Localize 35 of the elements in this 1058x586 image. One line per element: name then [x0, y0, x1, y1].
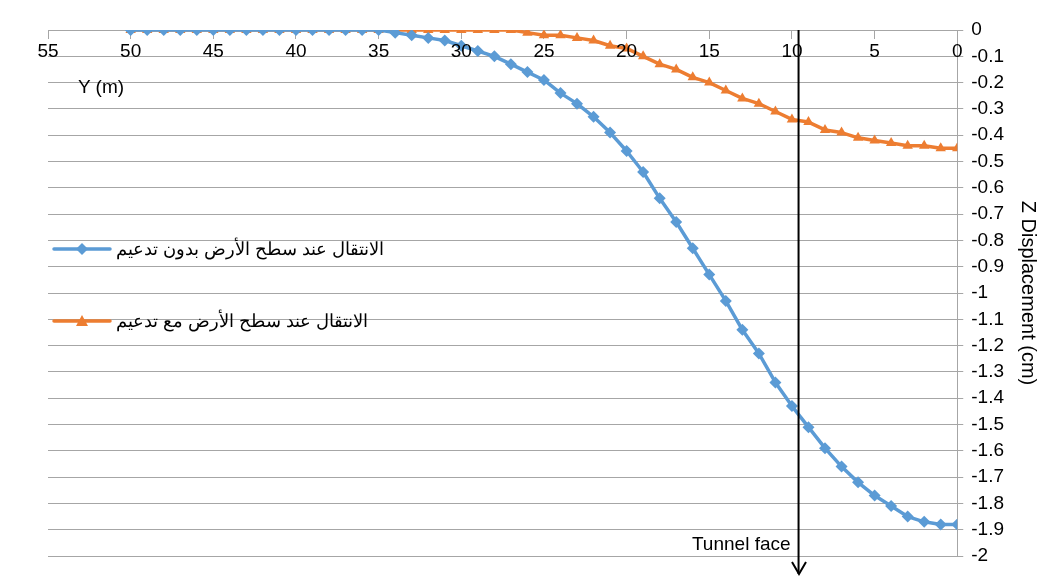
y-tick-label: -0.9 [971, 254, 1005, 276]
y-tick-label: -0.2 [971, 70, 1005, 92]
y-tick-label: -1.8 [971, 491, 1005, 513]
x-tick-label: 15 [698, 39, 720, 61]
x-axis-title: Y (m) [78, 75, 125, 97]
y-tick-label: -1.2 [971, 333, 1005, 355]
y-tick-label: -1.5 [971, 412, 1005, 434]
y-tick-label: -0.4 [971, 123, 1005, 145]
y-tick-label: -0.1 [971, 44, 1005, 66]
ref-line-label: Tunnel face [691, 532, 791, 554]
y-axis-title: Z Displacement (cm) [1018, 200, 1041, 386]
legend-label: الانتقال عند سطح الأرض مع تدعيم [116, 310, 369, 332]
y-tick-label: 0 [971, 18, 982, 40]
y-tick-label: -0.3 [971, 97, 1005, 119]
y-tick-label: -1.1 [971, 307, 1005, 329]
legend-label: الانتقال عند سطح الأرض بدون تدعيم [116, 238, 385, 260]
x-tick-label: 40 [285, 39, 307, 61]
y-tick-label: -1.3 [971, 360, 1005, 382]
y-tick-label: -1.7 [971, 465, 1005, 487]
y-tick-label: -1.6 [971, 439, 1005, 461]
y-tick-label: -0.7 [971, 202, 1005, 224]
x-tick-label: 50 [120, 39, 142, 61]
y-tick-label: -0.5 [971, 149, 1005, 171]
x-tick-label: 35 [368, 39, 390, 61]
y-tick-label: -1 [971, 281, 989, 303]
y-tick-label: -1.4 [971, 386, 1005, 408]
x-tick-label: 5 [869, 39, 880, 61]
y-tick-label: -0.8 [971, 228, 1005, 250]
y-tick-label: -2 [971, 544, 989, 566]
x-tick-label: 25 [533, 39, 555, 61]
x-tick-label: 0 [951, 39, 963, 61]
x-tick-label: 45 [202, 39, 224, 61]
y-tick-label: -0.6 [971, 176, 1005, 198]
x-tick-label: 55 [37, 39, 59, 61]
y-tick-label: -1.9 [971, 517, 1005, 539]
